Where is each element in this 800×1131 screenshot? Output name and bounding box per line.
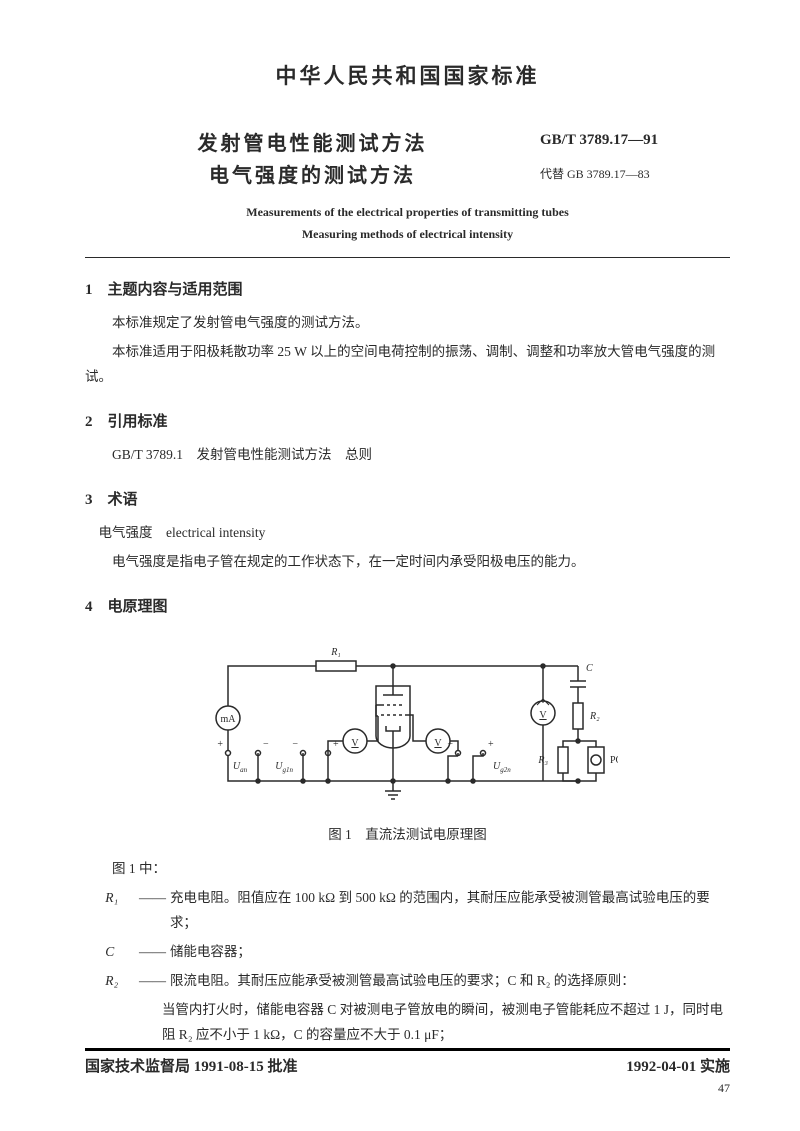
section-3-term: 电气强度 electrical intensity [99, 521, 731, 546]
title-cn-line1: 发射管电性能测试方法 [85, 128, 540, 160]
section-1-p2: 本标准适用于阳极耗散功率 25 W 以上的空间电荷控制的振荡、调制、调整和功率放… [85, 340, 730, 390]
section-1-head: 1 主题内容与适用范围 [85, 278, 730, 299]
def-r2-cont1: 当管内打火时，储能电容器 C 对被测电子管放电的瞬间，被测电子管能耗应不超过 1… [162, 998, 730, 1048]
label-ug2n: Ug2n [493, 761, 511, 774]
section-4-head: 4 电原理图 [85, 595, 730, 616]
svg-text:−: − [263, 739, 269, 750]
replaces-code: 代替 GB 3789.17—83 [540, 165, 730, 182]
title-en-line2: Measuring methods of electrical intensit… [302, 227, 513, 241]
label-v-right: V [539, 710, 547, 721]
section-3-head: 3 术语 [85, 488, 730, 509]
label-ug1n: Ug1n [275, 761, 293, 774]
def-c: C —— 储能电容器； [85, 940, 730, 965]
header-block: 发射管电性能测试方法 电气强度的测试方法 GB/T 3789.17—91 代替 … [85, 128, 730, 192]
svg-text:+: + [217, 739, 223, 750]
title-en: Measurements of the electrical propertie… [85, 202, 730, 245]
footer-rule [85, 1048, 730, 1051]
nation-standard-heading: 中华人民共和国国家标准 [85, 60, 730, 90]
svg-text:+: + [488, 739, 494, 750]
def-r1: R₁ —— 充电电阻。阻值应在 100 kΩ 到 500 kΩ 的范围内，其耐压… [85, 886, 730, 936]
page-number: 47 [718, 1081, 730, 1096]
def-r2: R₂ —— 限流电阻。其耐压应能承受被测管最高试验电压的要求；C 和 R₂ 的选… [85, 969, 730, 994]
section-3-def: 电气强度是指电子管在规定的工作状态下，在一定时间内承受阳极电压的能力。 [85, 550, 730, 575]
label-uan: Uan [232, 761, 247, 774]
label-r2: R₂ [589, 711, 600, 722]
footer-implementation: 1992-04-01 实施 [626, 1055, 730, 1076]
label-r1: R₁ [330, 647, 341, 658]
section-2-head: 2 引用标准 [85, 410, 730, 431]
section-2-p1: GB/T 3789.1 发射管电性能测试方法 总则 [85, 443, 730, 468]
label-c: C [586, 663, 593, 674]
label-v-mid: V [434, 738, 442, 749]
label-ma: mA [220, 714, 236, 725]
figure-1-caption: 图 1 直流法测试电原理图 [85, 823, 730, 843]
circuit-diagram-svg: R₁ C R₂ R₃ [198, 641, 618, 806]
footer-approval: 国家技术监督局 1991-08-15 批准 [85, 1055, 298, 1076]
fig1-intro: 图 1 中： [85, 857, 730, 882]
standard-code: GB/T 3789.17—91 [540, 132, 730, 149]
svg-text:−: − [447, 739, 453, 750]
title-en-line1: Measurements of the electrical propertie… [246, 205, 568, 219]
header-divider [85, 257, 730, 258]
title-cn-line2: 电气强度的测试方法 [85, 160, 540, 192]
figure-1: R₁ C R₂ R₃ [85, 641, 730, 811]
label-v-left: V [351, 738, 359, 749]
footer: 国家技术监督局 1991-08-15 批准 1992-04-01 实施 [85, 1048, 730, 1076]
section-1-p1: 本标准规定了发射管电气强度的测试方法。 [85, 311, 730, 336]
svg-text:−: − [292, 739, 298, 750]
label-pc: PC [610, 755, 618, 766]
